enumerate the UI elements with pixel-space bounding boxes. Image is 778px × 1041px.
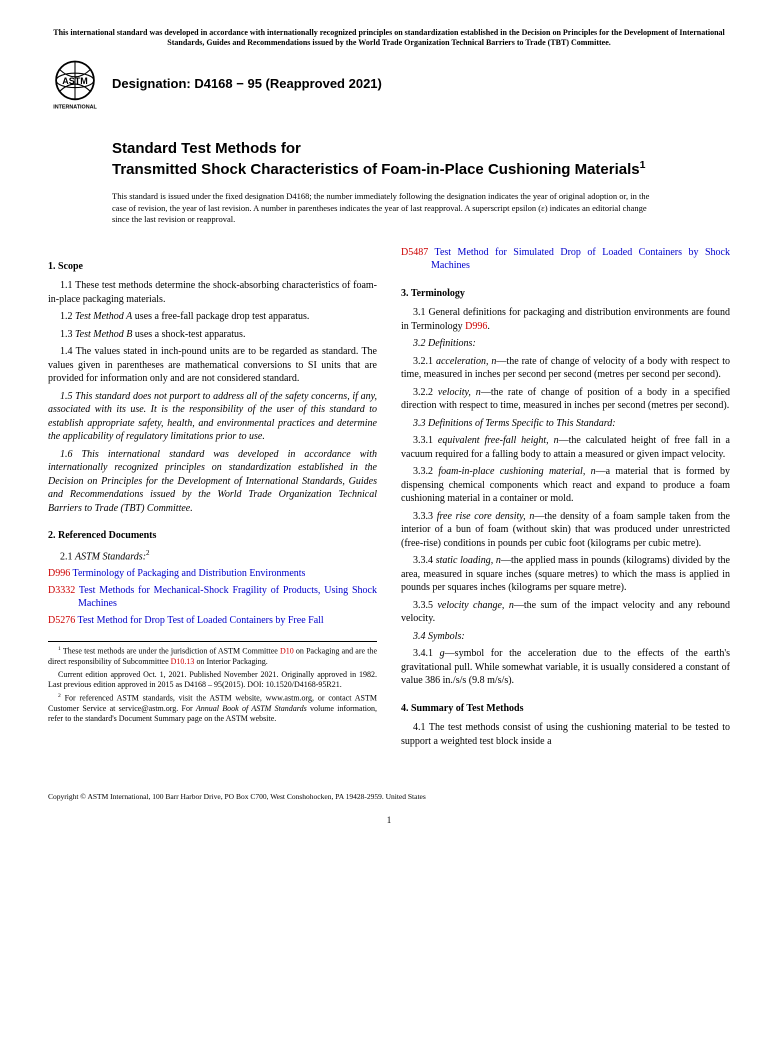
para-1-2-pre: 1.2 — [60, 311, 75, 322]
para-3-1: 3.1 General definitions for packaging an… — [401, 306, 730, 333]
ref-d5276: D5276 Test Method for Drop Test of Loade… — [48, 614, 377, 628]
header-notice: This international standard was develope… — [48, 28, 730, 47]
ref-d3332: D3332 Test Methods for Mechanical-Shock … — [48, 584, 377, 611]
ref-code-d996[interactable]: D996 — [48, 568, 70, 579]
p333-term: free rise core density, n — [437, 511, 535, 522]
para-1-2: 1.2 Test Method A uses a free-fall packa… — [48, 310, 377, 324]
p331-term: equivalent free-fall height, n — [438, 435, 559, 446]
para-1-3: 1.3 Test Method B uses a shock-test appa… — [48, 328, 377, 342]
fn1-code2[interactable]: D10.13 — [171, 657, 195, 666]
p322-pre: 3.2.2 — [413, 387, 438, 398]
para-2-1: 2.1 ASTM Standards:2 — [48, 549, 377, 564]
para-1-6: 1.6 This international standard was deve… — [48, 448, 377, 516]
para-3-3-5: 3.3.5 velocity change, n—the sum of the … — [401, 599, 730, 626]
issuance-note: This standard is issued under the fixed … — [112, 191, 652, 225]
footnote-1b: Current edition approved Oct. 1, 2021. P… — [48, 670, 377, 691]
section-head-referenced: 2. Referenced Documents — [48, 529, 377, 543]
body-columns: 1. Scope 1.1 These test methods determin… — [48, 246, 730, 753]
p333-pre: 3.3.3 — [413, 511, 437, 522]
para-3-4-1: 3.4.1 g—symbol for the acceleration due … — [401, 647, 730, 688]
para-3-3: 3.3 Definitions of Terms Specific to Thi… — [401, 417, 730, 431]
p335-pre: 3.3.5 — [413, 600, 437, 611]
ref-link-d5487[interactable]: Test Method for Simulated Drop of Loaded… — [428, 247, 730, 272]
ref-code-d3332[interactable]: D3332 — [48, 585, 75, 596]
para-3-2-1: 3.2.1 acceleration, n—the rate of change… — [401, 355, 730, 382]
p334-pre: 3.3.4 — [413, 555, 436, 566]
para-3-1-pre: 3.1 General definitions for packaging an… — [401, 307, 730, 332]
para-3-1-post: . — [487, 321, 490, 332]
p332-pre: 3.3.2 — [413, 466, 438, 477]
p334-term: static loading, n — [436, 555, 501, 566]
para-4-1: 4.1 The test methods consist of using th… — [401, 721, 730, 748]
fn1-code1[interactable]: D10 — [280, 647, 294, 656]
title-line-2: Transmitted Shock Characteristics of Foa… — [112, 161, 640, 178]
ref-code-d5276[interactable]: D5276 — [48, 615, 75, 626]
title-block: Standard Test Methods for Transmitted Sh… — [112, 139, 730, 225]
para-1-4: 1.4 The values stated in inch-pound unit… — [48, 345, 377, 386]
document-title: Standard Test Methods for Transmitted Sh… — [112, 139, 730, 179]
svg-text:ASTM: ASTM — [62, 76, 88, 86]
ref-link-d996[interactable]: Terminology of Packaging and Distributio… — [70, 568, 305, 579]
column-left: 1. Scope 1.1 These test methods determin… — [48, 246, 377, 753]
para-3-2: 3.2 Definitions: — [401, 337, 730, 351]
astm-logo: ASTM INTERNATIONAL — [48, 57, 102, 111]
para-2-1-pre: 2.1 — [60, 551, 75, 562]
section-head-scope: 1. Scope — [48, 260, 377, 274]
footnotes: 1 These test methods are under the juris… — [48, 641, 377, 724]
ref-code-d5487[interactable]: D5487 — [401, 247, 428, 258]
para-3-3-3: 3.3.3 free rise core density, n—the dens… — [401, 510, 730, 551]
footnote-2: 2 For referenced ASTM standards, visit t… — [48, 693, 377, 725]
para-3-1-code[interactable]: D996 — [465, 321, 487, 332]
p321-term: acceleration, n — [436, 356, 496, 367]
svg-text:INTERNATIONAL: INTERNATIONAL — [53, 104, 97, 110]
p341-post: —symbol for the acceleration due to the … — [401, 648, 730, 686]
fn1-a: These test methods are under the jurisdi… — [61, 647, 280, 656]
fn2-it: Annual Book of ASTM Standards — [196, 704, 307, 713]
para-3-3-4: 3.3.4 static loading, n—the applied mass… — [401, 554, 730, 595]
para-1-5: 1.5 This standard does not purport to ad… — [48, 390, 377, 444]
p322-term: velocity, n — [438, 387, 481, 398]
para-1-2-post: uses a free-fall package drop test appar… — [132, 311, 309, 322]
ref-d5487: D5487 Test Method for Simulated Drop of … — [401, 246, 730, 273]
para-1-3-post: uses a shock-test apparatus. — [132, 329, 245, 340]
p335-term: velocity change, n — [437, 600, 513, 611]
para-3-3-1: 3.3.1 equivalent free-fall height, n—the… — [401, 434, 730, 461]
p332-term: foam-in-place cushioning material, n — [438, 466, 595, 477]
title-footnote-ref: 1 — [640, 159, 646, 171]
page-number: 1 — [48, 814, 730, 826]
p331-pre: 3.3.1 — [413, 435, 438, 446]
para-2-1-sup: 2 — [146, 549, 150, 557]
para-3-4: 3.4 Symbols: — [401, 630, 730, 644]
para-1-1: 1.1 These test methods determine the sho… — [48, 279, 377, 306]
footnote-1: 1 These test methods are under the juris… — [48, 646, 377, 667]
fn1-c: on Interior Packaging. — [194, 657, 267, 666]
p341-pre: 3.4.1 — [413, 648, 440, 659]
para-1-2-term: Test Method A — [75, 311, 132, 322]
p321-pre: 3.2.1 — [413, 356, 436, 367]
section-head-terminology: 3. Terminology — [401, 287, 730, 301]
ref-d996: D996 Terminology of Packaging and Distri… — [48, 567, 377, 581]
para-2-1-term: ASTM Standards: — [75, 551, 146, 562]
column-right: D5487 Test Method for Simulated Drop of … — [401, 246, 730, 753]
designation-text: Designation: D4168 − 95 (Reapproved 2021… — [112, 75, 382, 93]
copyright-footer: Copyright © ASTM International, 100 Barr… — [48, 792, 730, 802]
ref-link-d5276[interactable]: Test Method for Drop Test of Loaded Cont… — [75, 615, 323, 626]
title-line-1: Standard Test Methods for — [112, 140, 301, 157]
section-head-summary: 4. Summary of Test Methods — [401, 702, 730, 716]
designation-row: ASTM INTERNATIONAL Designation: D4168 − … — [48, 57, 730, 111]
para-1-3-term: Test Method B — [75, 329, 132, 340]
para-3-3-2: 3.3.2 foam-in-place cushioning material,… — [401, 465, 730, 506]
para-3-2-2: 3.2.2 velocity, n—the rate of change of … — [401, 386, 730, 413]
para-1-3-pre: 1.3 — [60, 329, 75, 340]
ref-link-d3332[interactable]: Test Methods for Mechanical-Shock Fragil… — [75, 585, 377, 610]
